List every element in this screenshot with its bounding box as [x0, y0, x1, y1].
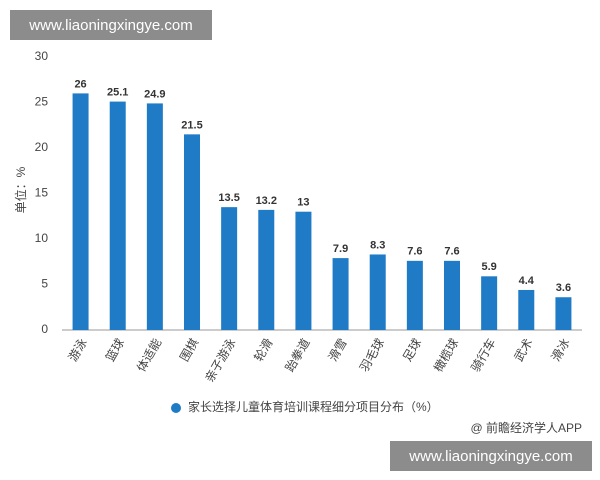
value-label: 13.2: [256, 195, 277, 207]
y-tick-label: 25: [35, 95, 49, 109]
value-label: 7.6: [444, 246, 459, 258]
value-label: 26: [74, 78, 86, 90]
bar: [481, 276, 498, 330]
bar: [109, 101, 126, 330]
legend-marker: [171, 403, 181, 413]
bar: [555, 297, 572, 330]
y-tick-label: 30: [35, 49, 49, 63]
value-label: 13.5: [218, 192, 239, 204]
y-tick-label: 15: [35, 186, 49, 200]
bar: [518, 289, 535, 330]
watermark-box: [10, 10, 212, 40]
bar: [221, 207, 238, 330]
value-label: 5.9: [481, 261, 496, 273]
watermark-box: [390, 441, 592, 471]
legend-label: 家长选择儿童体育培训课程细分项目分布（%）: [188, 399, 439, 414]
y-tick-label: 20: [35, 140, 49, 154]
bar: [332, 258, 349, 330]
bar: [444, 260, 460, 330]
source: @ 前瞻经济学人APP: [470, 420, 582, 435]
value-label: 7.6: [407, 246, 422, 258]
value-label: 24.9: [144, 88, 165, 100]
value-label: 7.9: [333, 243, 348, 255]
bar: [72, 93, 89, 331]
watermark: www.liaoningxingye.com: [408, 448, 572, 465]
value-label: 13: [297, 197, 309, 209]
value-label: 21.5: [181, 119, 202, 131]
value-label: 3.6: [556, 282, 571, 294]
y-tick-label: 5: [41, 277, 48, 291]
bar: [295, 211, 312, 330]
value-label: 4.4: [519, 275, 535, 287]
bar: [146, 103, 163, 330]
y-tick-label: 10: [35, 231, 49, 245]
bar: [369, 254, 386, 330]
value-label: 8.3: [370, 239, 385, 251]
bar: [184, 134, 200, 330]
y-axis-label: 单位：%: [13, 166, 28, 213]
watermark: www.liaoningxingye.com: [28, 17, 192, 34]
bar: [406, 260, 423, 330]
bar: [258, 209, 275, 330]
y-tick-label: 0: [41, 322, 48, 336]
value-label: 25.1: [107, 86, 128, 98]
